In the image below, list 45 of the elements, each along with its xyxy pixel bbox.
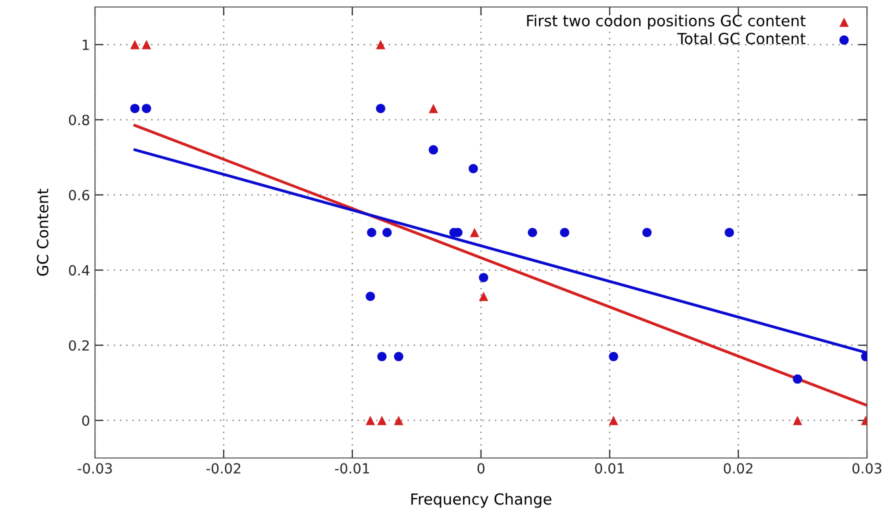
point (478, 272, 488, 282)
point (792, 374, 802, 384)
point (376, 104, 386, 114)
point (792, 416, 802, 426)
point (376, 40, 386, 50)
point (366, 416, 376, 426)
point (724, 228, 734, 238)
y-tick-label: 1 (82, 40, 89, 50)
point (478, 292, 488, 302)
point (130, 40, 140, 50)
point (428, 145, 438, 154)
point (642, 228, 652, 238)
y-tick-label: 0.6 (68, 190, 90, 200)
point (377, 352, 387, 362)
x-axis-title: Frequency Change (411, 492, 552, 508)
x-tick-label: 0.03 (852, 463, 882, 474)
x-tick-label: 0 (477, 463, 484, 474)
x-tick-label: -0.02 (206, 463, 240, 474)
point (608, 352, 618, 362)
x-tick-label: 0.01 (595, 463, 624, 474)
point (366, 292, 376, 302)
point (470, 228, 480, 238)
x-tick-label: -0.03 (78, 463, 112, 474)
point (130, 104, 140, 114)
point (382, 228, 392, 238)
point (394, 352, 404, 362)
y-tick-label: 0.4 (68, 265, 90, 276)
y-tick-label: 0.8 (68, 114, 90, 126)
point (142, 40, 152, 50)
point (428, 104, 438, 114)
point (560, 228, 570, 238)
point (528, 228, 538, 238)
point (377, 416, 387, 426)
y-tick-label: 0.2 (68, 340, 89, 351)
legend-label: First two codon positions GC content (527, 14, 806, 30)
x-tick-label: 0.02 (724, 463, 752, 474)
point (142, 104, 152, 114)
y-tick-label: 0 (82, 415, 90, 426)
x-tick-label: -0.01 (335, 463, 370, 474)
point (394, 416, 404, 426)
legend-label: Total GC Content (677, 32, 806, 44)
point (468, 164, 478, 174)
point (608, 416, 618, 426)
y-axis-title: GC Content (36, 188, 48, 276)
point (366, 228, 376, 238)
